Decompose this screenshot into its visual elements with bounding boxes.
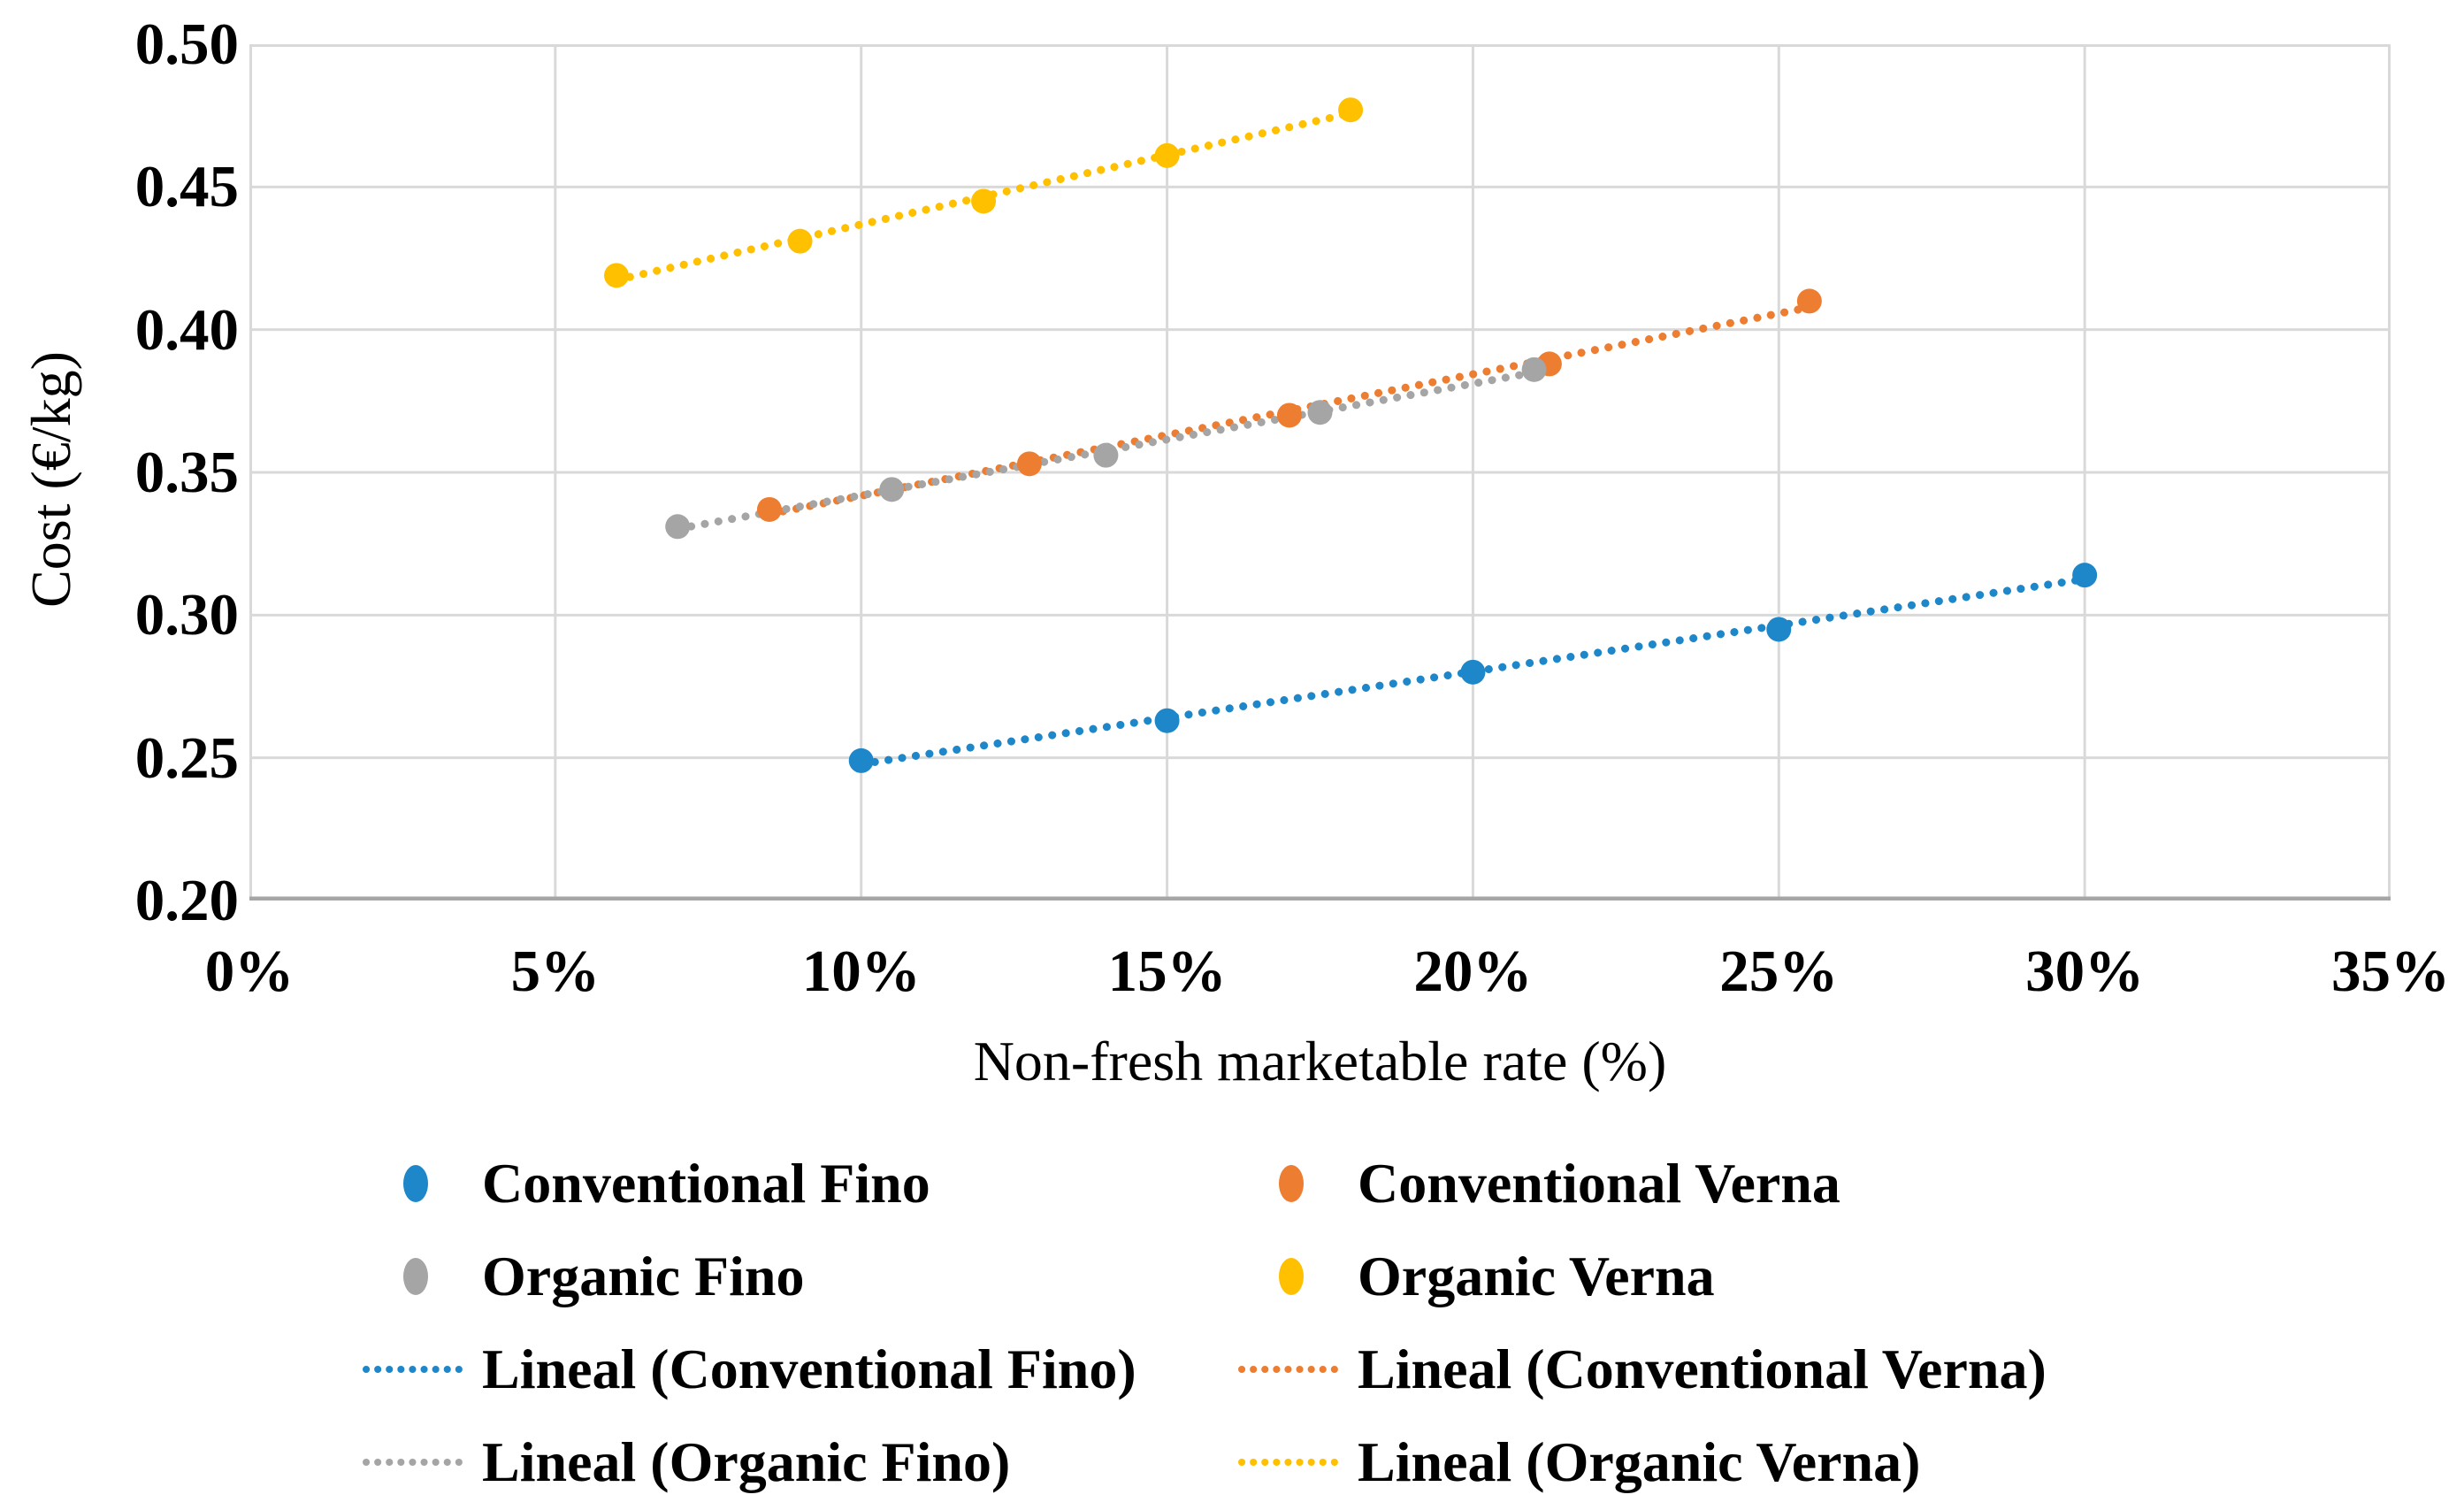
x-tick-label: 10% bbox=[801, 939, 921, 1004]
legend-dotted-line-marker bbox=[1238, 1458, 1344, 1466]
data-point-marker bbox=[1521, 356, 1547, 382]
legend-label: Conventional Fino bbox=[482, 1151, 930, 1215]
y-tick-label: 0.40 bbox=[134, 296, 239, 363]
data-point-marker bbox=[1766, 617, 1792, 642]
legend-label: Lineal (Organic Fino) bbox=[482, 1430, 1011, 1493]
x-tick-label: 30% bbox=[2025, 939, 2145, 1004]
x-tick-label: 25% bbox=[1719, 939, 1839, 1004]
legend-label: Conventional Verna bbox=[1358, 1151, 1840, 1215]
legend-label: Lineal (Conventional Fino) bbox=[482, 1337, 1136, 1400]
legend-item: Lineal (Organic Verna) bbox=[1225, 1415, 2047, 1508]
data-point-marker bbox=[604, 263, 630, 288]
series-dot-icon bbox=[1225, 1164, 1358, 1202]
legend-label: Organic Verna bbox=[1358, 1244, 1715, 1307]
trendline-dotted-icon bbox=[349, 1455, 482, 1469]
data-point-marker bbox=[1093, 442, 1119, 468]
legend-dotted-line-marker bbox=[1238, 1365, 1344, 1373]
legend-label: Lineal (Conventional Verna) bbox=[1358, 1337, 2047, 1400]
x-tick-label: 35% bbox=[2331, 939, 2450, 1004]
series-dot-icon bbox=[349, 1164, 482, 1202]
legend-dotted-line-marker bbox=[363, 1365, 469, 1373]
series-dot-icon bbox=[349, 1257, 482, 1295]
data-point-marker bbox=[1338, 97, 1364, 123]
data-point-marker bbox=[971, 188, 997, 214]
data-point-marker bbox=[2072, 563, 2098, 588]
legend-item: Lineal (Conventional Verna) bbox=[1225, 1322, 2047, 1415]
y-tick-label: 0.50 bbox=[134, 11, 239, 77]
legend-label: Lineal (Organic Verna) bbox=[1358, 1430, 1921, 1493]
data-point-marker bbox=[1307, 400, 1333, 425]
legend-dot-marker bbox=[403, 1257, 428, 1295]
data-point-marker bbox=[1460, 659, 1486, 685]
legend: Conventional Fino Conventional Verna Organ… bbox=[349, 1137, 2047, 1508]
legend-item: Lineal (Conventional Fino) bbox=[349, 1322, 1225, 1415]
legend-dotted-line-marker bbox=[363, 1458, 469, 1466]
legend-dot-marker bbox=[1279, 1257, 1304, 1295]
data-point-marker bbox=[756, 496, 782, 522]
data-point-marker bbox=[1796, 288, 1822, 314]
y-tick-label: 0.35 bbox=[134, 440, 239, 505]
data-point-marker bbox=[1016, 451, 1042, 477]
data-point-marker bbox=[879, 477, 905, 502]
trendline-dotted-icon bbox=[1225, 1362, 1358, 1376]
y-tick-label: 0.20 bbox=[134, 868, 239, 933]
x-tick-label: 15% bbox=[1107, 939, 1227, 1004]
data-point-marker bbox=[1154, 142, 1180, 168]
data-point-marker bbox=[665, 514, 691, 540]
legend-item: Organic Fino bbox=[349, 1230, 1225, 1322]
x-axis-title: Non-fresh marketable rate (%) bbox=[973, 1030, 1667, 1092]
x-tick-label: 0% bbox=[204, 939, 295, 1004]
legend-item: Lineal (Organic Fino) bbox=[349, 1415, 1225, 1508]
data-point-marker bbox=[848, 747, 874, 773]
legend-item: Conventional Fino bbox=[349, 1137, 1225, 1230]
legend-item: Organic Verna bbox=[1225, 1230, 2047, 1322]
data-point-marker bbox=[1154, 708, 1180, 733]
legend-dot-marker bbox=[403, 1164, 428, 1202]
trendline-dotted-icon bbox=[1225, 1455, 1358, 1469]
data-point-marker bbox=[1276, 402, 1302, 428]
series-dot-icon bbox=[1225, 1257, 1358, 1295]
data-point-marker bbox=[787, 228, 813, 254]
plot-area bbox=[249, 44, 2391, 901]
legend-item: Conventional Verna bbox=[1225, 1137, 2047, 1230]
legend-label: Organic Fino bbox=[482, 1244, 805, 1307]
x-tick-label: 20% bbox=[1413, 939, 1533, 1004]
y-tick-label: 0.30 bbox=[134, 582, 239, 648]
trendline-dotted-icon bbox=[349, 1362, 482, 1376]
legend-dot-marker bbox=[1279, 1164, 1304, 1202]
y-tick-label: 0.25 bbox=[134, 724, 239, 791]
x-tick-label: 5% bbox=[510, 939, 601, 1004]
trendline bbox=[765, 303, 1814, 518]
y-tick-label: 0.45 bbox=[134, 154, 239, 220]
